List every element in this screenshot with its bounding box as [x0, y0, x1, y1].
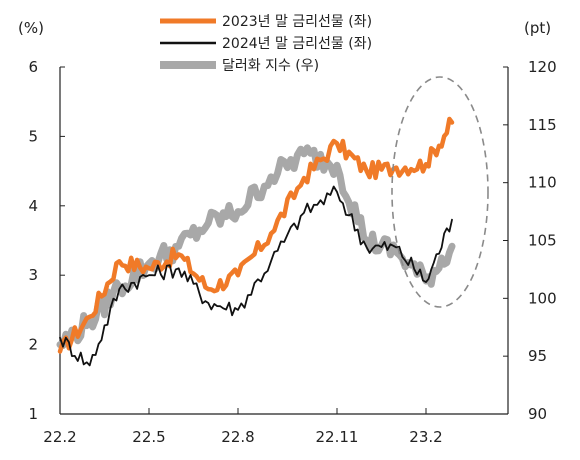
x-tick-label: 22.2 [43, 428, 76, 446]
legend: 2023년 말 금리선물 (좌) 2024년 말 금리선물 (좌) 달러화 지수 (… [160, 14, 372, 74]
series-layer [56, 116, 456, 367]
x-tick-label: 22.5 [132, 428, 165, 446]
left-tick-label: 4 [28, 197, 38, 215]
right-tick-label: 95 [528, 347, 547, 365]
right-tick-label: 120 [528, 58, 557, 76]
x-tick-label: 23.2 [409, 428, 442, 446]
left-tick-label: 2 [28, 336, 38, 354]
right-tick-label: 100 [528, 289, 557, 307]
legend-label: 2024년 말 금리선물 (좌) [222, 36, 372, 52]
series-line-2 [59, 185, 453, 367]
left-tick-label: 6 [28, 58, 38, 76]
right-tick-label: 105 [528, 232, 557, 250]
highlight-ellipse [391, 76, 489, 308]
left-tick-label: 3 [28, 266, 38, 284]
right-tick-label: 90 [528, 405, 547, 423]
axes: 1 2 3 4 5 6 90 95 100 105 110 115 120 22.2 22.5 22.8 22.… [18, 19, 557, 446]
x-tick-label: 22.8 [221, 428, 254, 446]
left-tick-label: 5 [28, 127, 38, 145]
series-line-1 [57, 116, 455, 354]
left-axis-unit: (%) [18, 19, 44, 37]
right-tick-label: 115 [528, 116, 557, 134]
legend-label: 2023년 말 금리선물 (좌) [222, 14, 372, 30]
right-tick-label: 110 [528, 174, 557, 192]
left-tick-label: 1 [28, 405, 38, 423]
x-tick-label: 22.11 [316, 428, 359, 446]
legend-label: 달러화 지수 (우) [222, 58, 319, 74]
right-axis-unit: (pt) [524, 19, 551, 37]
